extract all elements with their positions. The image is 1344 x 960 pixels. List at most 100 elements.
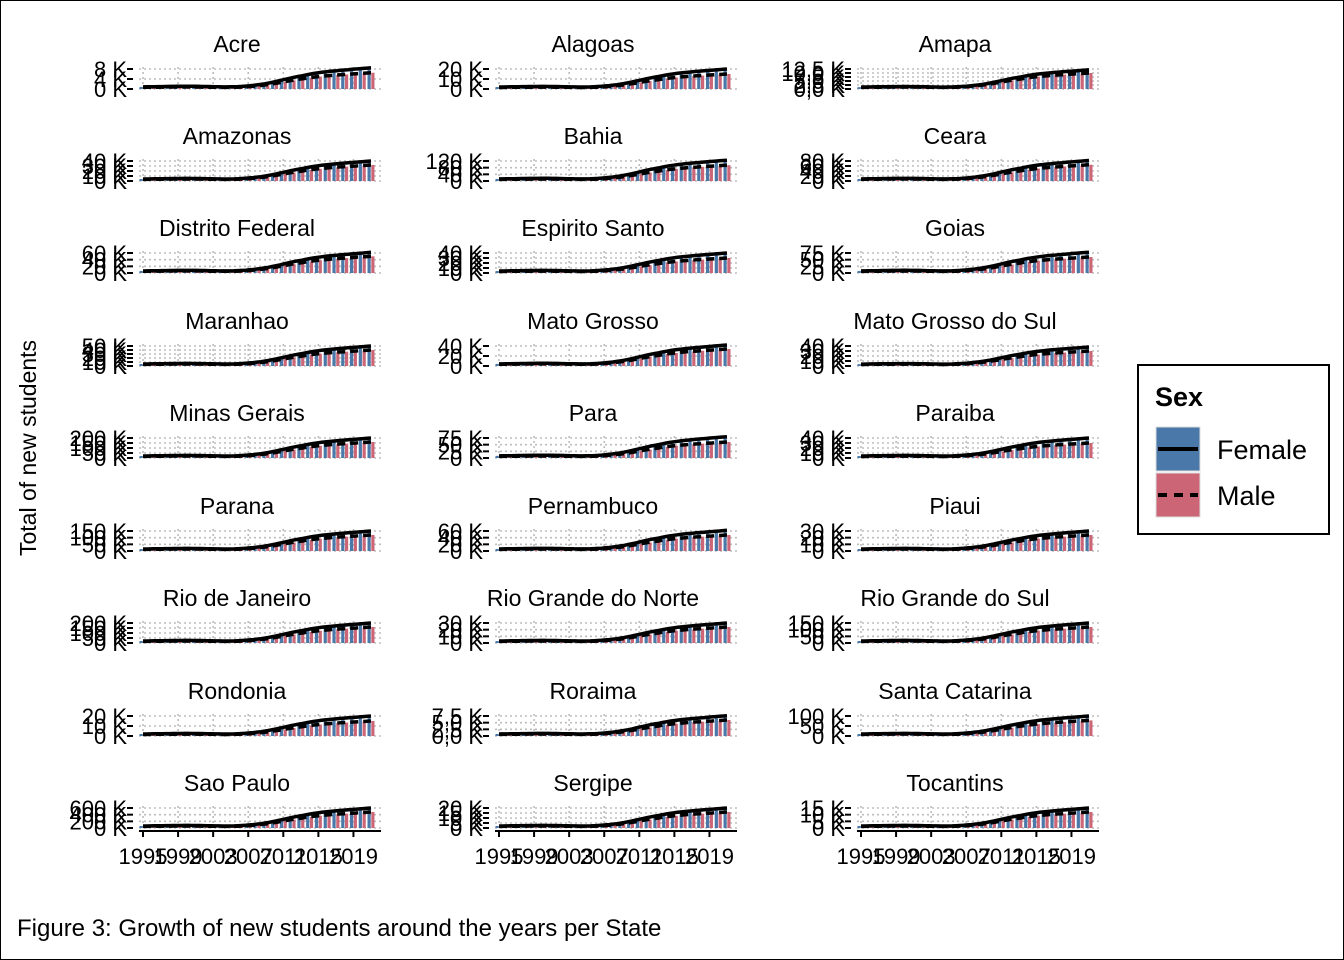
bar-male [344, 536, 349, 551]
bar-female [653, 76, 657, 89]
bar-male [301, 448, 305, 458]
bar-female [358, 161, 362, 181]
bar-female [688, 625, 692, 643]
bar-female [341, 810, 345, 828]
bar-male [718, 442, 722, 458]
bar-male [266, 823, 270, 828]
bar-male [1027, 725, 1032, 736]
y-tick-label: 40 K [438, 241, 484, 266]
y-tick-label: 40 K [82, 149, 128, 174]
bar-female [297, 353, 301, 366]
bar-female [653, 815, 657, 828]
bar-female [1050, 163, 1054, 181]
bar-female [367, 252, 371, 273]
bar-male [292, 819, 296, 828]
bar-male [648, 727, 652, 736]
bar-male [1080, 165, 1084, 181]
bar-male [257, 824, 261, 828]
bar-female [688, 347, 692, 366]
bar-female [635, 356, 640, 366]
bar-male [984, 454, 988, 458]
bar-female [139, 179, 143, 181]
bar-female [714, 253, 718, 273]
bar-female [367, 623, 371, 643]
bar-female [662, 351, 666, 366]
bar-male [336, 352, 340, 366]
bar-female [332, 255, 336, 273]
bar-male [371, 812, 375, 828]
line-female [499, 251, 728, 273]
y-tick-label: 20 K [438, 57, 484, 82]
bar-female [297, 168, 301, 181]
y-tick-label: 2,5 K [794, 73, 846, 98]
bar-male [362, 256, 366, 273]
bar-female [297, 815, 301, 828]
y-tick-label: 20 K [438, 796, 484, 821]
bar-male [336, 167, 340, 181]
y-tick-label: 50 K [800, 714, 846, 739]
bar-female [644, 540, 648, 551]
bar-male [353, 443, 357, 458]
y-tick-label: 20 K [438, 532, 484, 557]
bar-female [989, 544, 993, 551]
line-female [861, 250, 1090, 273]
bar-female [1032, 74, 1037, 89]
bar-male [283, 544, 287, 551]
y-tick-label: 30 K [800, 519, 846, 544]
x-tick-label: 2007 [224, 844, 273, 869]
y-tick-label: 10 K [800, 441, 846, 466]
bar-male [674, 353, 678, 366]
y-tick-label: 40 K [438, 334, 484, 359]
x-tick-label: 2011 [978, 844, 1025, 869]
bar-male [1036, 260, 1040, 273]
bar-female [1024, 75, 1028, 89]
panel-title: Rio Grande do Sul [860, 585, 1049, 611]
bar-male [318, 260, 322, 273]
bar-female [253, 84, 257, 89]
bar-male [283, 636, 287, 643]
x-tick-label: 2015 [294, 844, 343, 869]
bar-male [727, 349, 731, 366]
bar-male [718, 258, 722, 273]
bar-female [989, 265, 993, 273]
panel-amapa: Amapa 0,0 K2,5 K5,0 K7,5 K10,0 K12,5 K [781, 31, 1099, 102]
bar-female [358, 623, 362, 643]
bar-male [301, 262, 305, 273]
bar-male [727, 812, 731, 828]
bar-male [344, 351, 349, 366]
bar-female [697, 347, 701, 366]
bar-female [1024, 166, 1028, 181]
bar-female [670, 349, 675, 366]
bar-female [989, 82, 993, 89]
y-tick-label: 40 K [800, 159, 846, 184]
bar-male [992, 545, 997, 551]
bar-male [984, 362, 988, 366]
y-tick-label: 7,5 K [794, 65, 846, 90]
bar-male [622, 269, 626, 273]
bar-female [857, 178, 861, 181]
bar-female [1041, 811, 1045, 828]
bar-female [857, 364, 861, 366]
bar-male [1062, 166, 1067, 181]
bar-female [644, 817, 648, 828]
bar-male [674, 77, 678, 89]
bar-male [639, 82, 643, 89]
bar-female [367, 808, 371, 828]
bar-female [997, 449, 1002, 458]
bar-male [1027, 355, 1032, 366]
y-tick-label: 0 K [450, 77, 483, 102]
bar-female [857, 456, 861, 458]
bar-female [697, 717, 701, 736]
bar-female [705, 70, 710, 89]
bar-female [1015, 354, 1019, 366]
bar-male [309, 631, 314, 643]
bar-female [997, 357, 1002, 366]
line-female [499, 67, 728, 89]
bar-male [692, 260, 696, 273]
bar-female [495, 826, 499, 828]
line-female [142, 66, 372, 89]
panel-title: Amazonas [183, 123, 292, 149]
bar-male [318, 538, 322, 551]
bar-male [657, 171, 661, 181]
bar-female [139, 734, 143, 736]
